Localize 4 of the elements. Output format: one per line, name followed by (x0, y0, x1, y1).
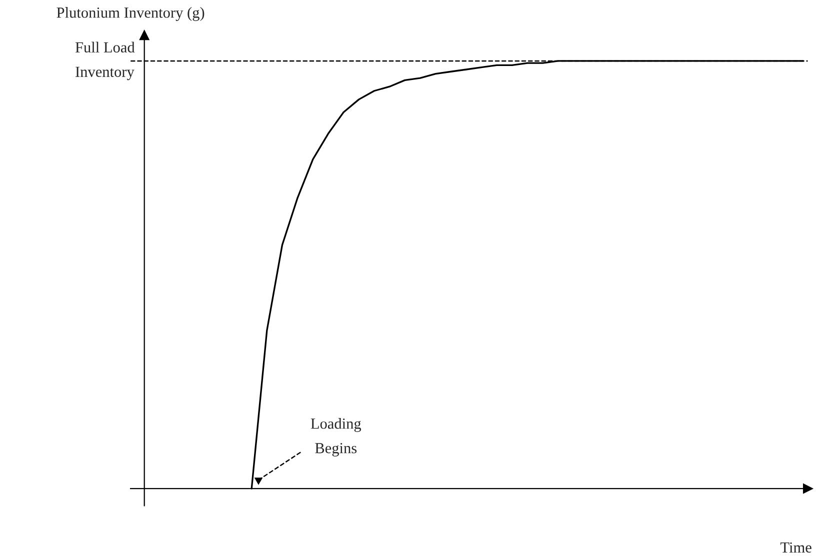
annotation: Loading Begins (310, 418, 362, 456)
x-axis-title: Time (780, 542, 812, 553)
ref-line-label: Full Load Inventory (75, 42, 135, 80)
y-axis-title: Plutonium Inventory (g) (56, 7, 204, 21)
